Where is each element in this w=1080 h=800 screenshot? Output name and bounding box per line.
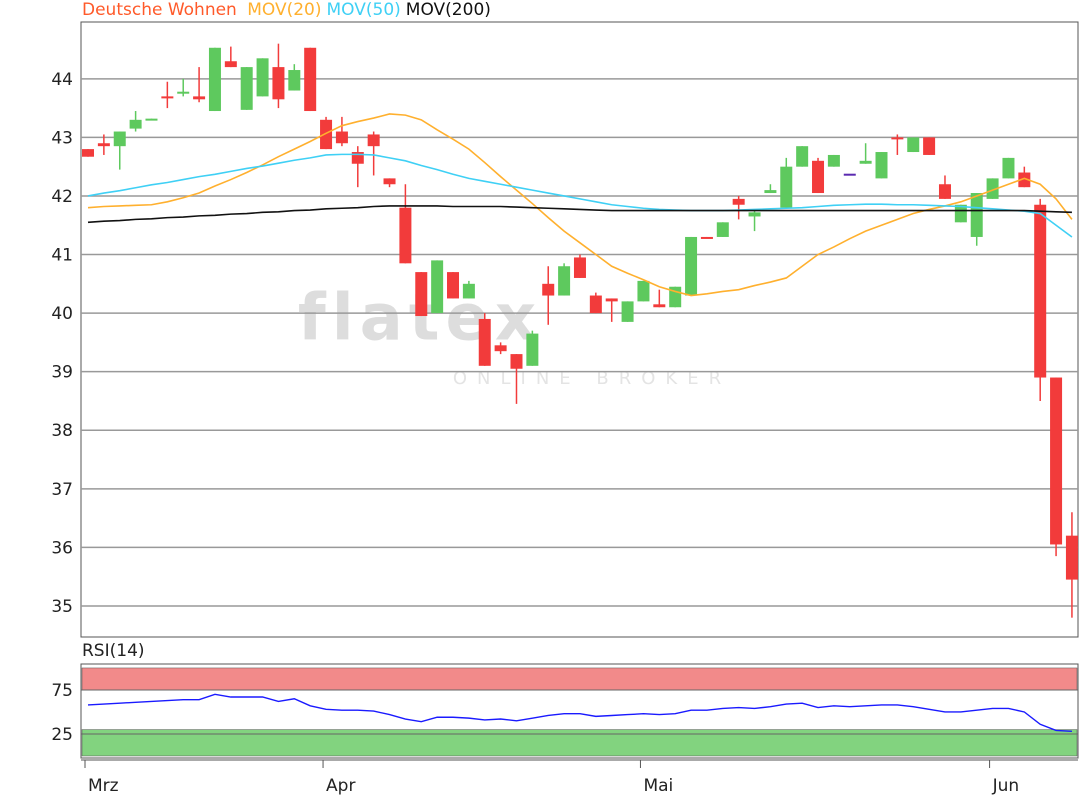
candle-body	[907, 137, 920, 153]
x-tick-label: Apr	[326, 776, 355, 796]
candle-body	[304, 47, 317, 112]
candle-body	[415, 272, 428, 317]
y-tick-label: 44	[51, 70, 73, 90]
x-tick-label: Mai	[643, 776, 673, 796]
candle-body	[1065, 535, 1078, 580]
y-tick-label: 25	[51, 725, 73, 745]
candle-body	[780, 166, 793, 208]
legend-entry: MOV(50)	[327, 0, 401, 20]
candle-body	[240, 67, 253, 110]
candle-body	[748, 212, 761, 217]
candle-body	[1034, 204, 1047, 378]
candle-body	[510, 354, 523, 369]
candle-body	[161, 96, 174, 99]
candle-body	[478, 318, 491, 366]
y-tick-label: 39	[51, 363, 73, 383]
candle-body	[256, 58, 269, 97]
candle-body	[558, 266, 571, 296]
candle-body	[129, 119, 142, 129]
candle-body	[637, 280, 650, 302]
y-tick-label: 75	[51, 681, 73, 701]
y-tick-label: 41	[51, 246, 73, 266]
candle-body	[923, 137, 936, 155]
candle-body	[573, 257, 586, 278]
price-panel	[80, 21, 1079, 638]
x-tick-label: Jun	[992, 776, 1020, 796]
candle-body	[764, 190, 777, 194]
y-tick-label: 36	[51, 538, 73, 558]
moving-average	[87, 205, 1072, 224]
candle-body	[145, 118, 158, 121]
candle-body	[970, 193, 983, 237]
moving-average	[87, 113, 1073, 297]
y-tick-label: 35	[51, 597, 73, 617]
y-tick-label: 42	[51, 187, 73, 207]
candle-body	[335, 131, 348, 144]
candle-body	[177, 91, 190, 94]
candle-body	[700, 236, 713, 239]
candle-body	[542, 283, 555, 296]
y-tick-label: 38	[51, 421, 73, 441]
y-tick-label: 43	[51, 128, 73, 148]
candle-body	[796, 146, 809, 167]
candle-body	[399, 207, 412, 264]
candle-body	[954, 204, 967, 223]
candle-body	[1018, 172, 1031, 188]
candle-body	[82, 149, 94, 157]
candle-body	[224, 61, 237, 68]
candle-body	[843, 173, 856, 176]
candle-body	[462, 283, 475, 299]
candle-body	[193, 96, 206, 100]
candle-body	[685, 236, 698, 296]
y-tick-label: 40	[51, 304, 73, 324]
candle-body	[447, 272, 460, 299]
candle-body	[859, 160, 872, 164]
candle-body	[272, 67, 285, 100]
rsi-line	[87, 693, 1072, 733]
candle-body	[494, 345, 507, 352]
candle-body	[367, 134, 380, 147]
candle-body	[827, 154, 840, 167]
candle-body	[891, 137, 904, 140]
candle-body	[320, 119, 333, 150]
candle-body	[526, 333, 539, 366]
candle-body	[986, 178, 999, 199]
candle-body	[1050, 377, 1063, 545]
candle-body	[208, 47, 221, 112]
candle-body	[383, 178, 396, 185]
candle-body	[605, 298, 618, 302]
candle-body	[431, 260, 444, 314]
rsi-title: RSI(14)	[82, 641, 145, 661]
candle-body	[732, 198, 745, 205]
watermark-sub: ONLINE BROKER	[453, 368, 731, 389]
candle-body	[875, 152, 888, 179]
candle-body	[716, 222, 729, 237]
candle-body	[351, 152, 364, 164]
x-tick-label: Mrz	[88, 776, 119, 796]
candle-body	[288, 70, 301, 91]
candle-body	[812, 160, 825, 194]
legend-entry: MOV(20)	[247, 0, 321, 20]
candle-body	[621, 301, 634, 322]
candle-body	[938, 184, 951, 199]
candle-body	[1002, 157, 1015, 179]
chart-title: Deutsche Wohnen	[82, 0, 237, 20]
rsi-band	[81, 667, 1078, 691]
moving-average	[87, 153, 1073, 238]
candle-body	[97, 143, 110, 147]
legend: Deutsche Wohnen MOV(20) MOV(50) MOV(200)	[82, 0, 491, 20]
candle-body	[589, 295, 602, 314]
candle-body	[653, 304, 666, 308]
legend-entry: MOV(200)	[406, 0, 491, 20]
y-tick-label: 37	[51, 480, 73, 500]
candle-body	[113, 131, 126, 147]
